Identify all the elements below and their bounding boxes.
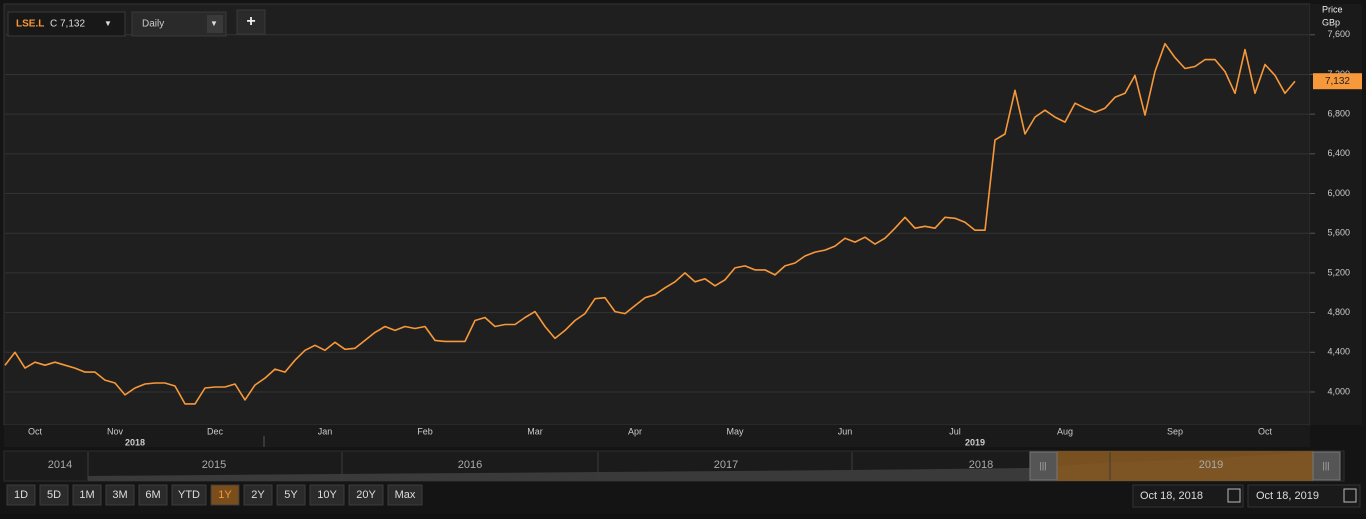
- y-axis-unit: GBp: [1322, 17, 1340, 27]
- add-button[interactable]: [236, 9, 266, 35]
- navigator-selection[interactable]: [1057, 451, 1313, 481]
- x-tick-label: Apr: [628, 426, 642, 436]
- end-date-box[interactable]: [1247, 484, 1361, 508]
- y-axis-area: [1310, 4, 1362, 425]
- x-tick-label: Aug: [1057, 426, 1073, 436]
- x-year-label: 2018: [125, 437, 145, 447]
- navigator-year: 2017: [714, 459, 738, 471]
- x-tick-label: Nov: [107, 426, 124, 436]
- range-button[interactable]: [39, 484, 69, 506]
- range-button[interactable]: [171, 484, 207, 506]
- x-tick-label: Jul: [949, 426, 961, 436]
- last-value-tag: [1313, 73, 1362, 90]
- range-button[interactable]: [6, 484, 36, 506]
- navigator-handle-left[interactable]: [1029, 451, 1058, 481]
- navigator-year: 2014: [48, 459, 72, 471]
- range-button-label: 1Y: [218, 489, 232, 501]
- range-button-label: 1D: [14, 489, 28, 501]
- navigator-handle-right[interactable]: [1312, 451, 1341, 481]
- y-tick-label: 4,400: [1327, 347, 1350, 357]
- x-tick-label: Oct: [28, 426, 43, 436]
- y-tick-label: 6,800: [1327, 109, 1350, 119]
- x-tick-label: Jan: [318, 426, 333, 436]
- dropdown-arrow: ▼: [210, 19, 218, 28]
- symbol: LSE.L: [16, 19, 44, 30]
- x-tick-label: Jun: [838, 426, 853, 436]
- x-tick-label: Oct: [1258, 426, 1273, 436]
- navigator-year: 2019: [1199, 459, 1223, 471]
- range-button-label: 2Y: [251, 489, 265, 501]
- range-button[interactable]: [105, 484, 135, 506]
- dropdown-button: [207, 15, 223, 33]
- start-date-box[interactable]: [1132, 484, 1244, 508]
- calendar-icon[interactable]: [1343, 488, 1357, 503]
- x-tick-label: May: [726, 426, 744, 436]
- y-tick-label: 6,000: [1327, 188, 1350, 198]
- dropdown-arrow: ▼: [104, 19, 112, 28]
- range-button-label: 1M: [79, 489, 94, 501]
- range-button[interactable]: [348, 484, 384, 506]
- y-tick-label: 7,600: [1327, 29, 1350, 39]
- add-icon: +: [246, 13, 255, 30]
- x-year-label: 2019: [965, 437, 985, 447]
- y-tick-label: 5,200: [1327, 267, 1350, 277]
- price-line: [4, 42, 1296, 405]
- range-button-label: 3M: [112, 489, 127, 501]
- x-tick-label: Feb: [417, 426, 433, 436]
- end-date: Oct 18, 2019: [1256, 490, 1319, 502]
- navigator-year: 2016: [458, 459, 482, 471]
- calendar-icon[interactable]: [1227, 488, 1241, 503]
- range-button-label: 20Y: [356, 489, 376, 501]
- y-tick-label: 4,800: [1327, 307, 1350, 317]
- start-date: Oct 18, 2018: [1140, 490, 1203, 502]
- x-tick-label: Sep: [1167, 426, 1183, 436]
- range-button[interactable]: [276, 484, 306, 506]
- y-axis-title: Price: [1322, 4, 1343, 14]
- y-tick-label: 5,600: [1327, 228, 1350, 238]
- y-tick-label: 4,000: [1327, 386, 1350, 396]
- last-value-label: 7,132: [1325, 76, 1350, 87]
- range-button-label: 5D: [47, 489, 61, 501]
- plot-area: [3, 3, 1311, 426]
- x-axis-band: [4, 425, 1310, 447]
- range-button[interactable]: [309, 484, 345, 506]
- range-button[interactable]: [72, 484, 102, 506]
- range-button[interactable]: [243, 484, 273, 506]
- range-button-label: YTD: [178, 489, 200, 501]
- range-button[interactable]: [210, 484, 240, 506]
- navigator-sparkline: [88, 452, 1313, 481]
- range-button[interactable]: [138, 484, 168, 506]
- handle-grip: |||: [1322, 460, 1329, 470]
- range-button-label: 10Y: [317, 489, 337, 501]
- navigator-year: 2015: [202, 459, 226, 471]
- handle-grip: |||: [1039, 460, 1046, 470]
- range-button-label: Max: [395, 489, 416, 501]
- symbol-box[interactable]: [7, 11, 126, 37]
- navigator-year: 2018: [969, 459, 993, 471]
- range-button[interactable]: [387, 484, 423, 506]
- range-button-label: 6M: [145, 489, 160, 501]
- range-button-label: 5Y: [284, 489, 298, 501]
- x-tick-label: Dec: [207, 426, 224, 436]
- y-tick-label: 6,400: [1327, 148, 1350, 158]
- x-tick-label: Mar: [527, 426, 543, 436]
- close-label: C 7,132: [50, 19, 85, 30]
- interval: Daily: [142, 19, 164, 30]
